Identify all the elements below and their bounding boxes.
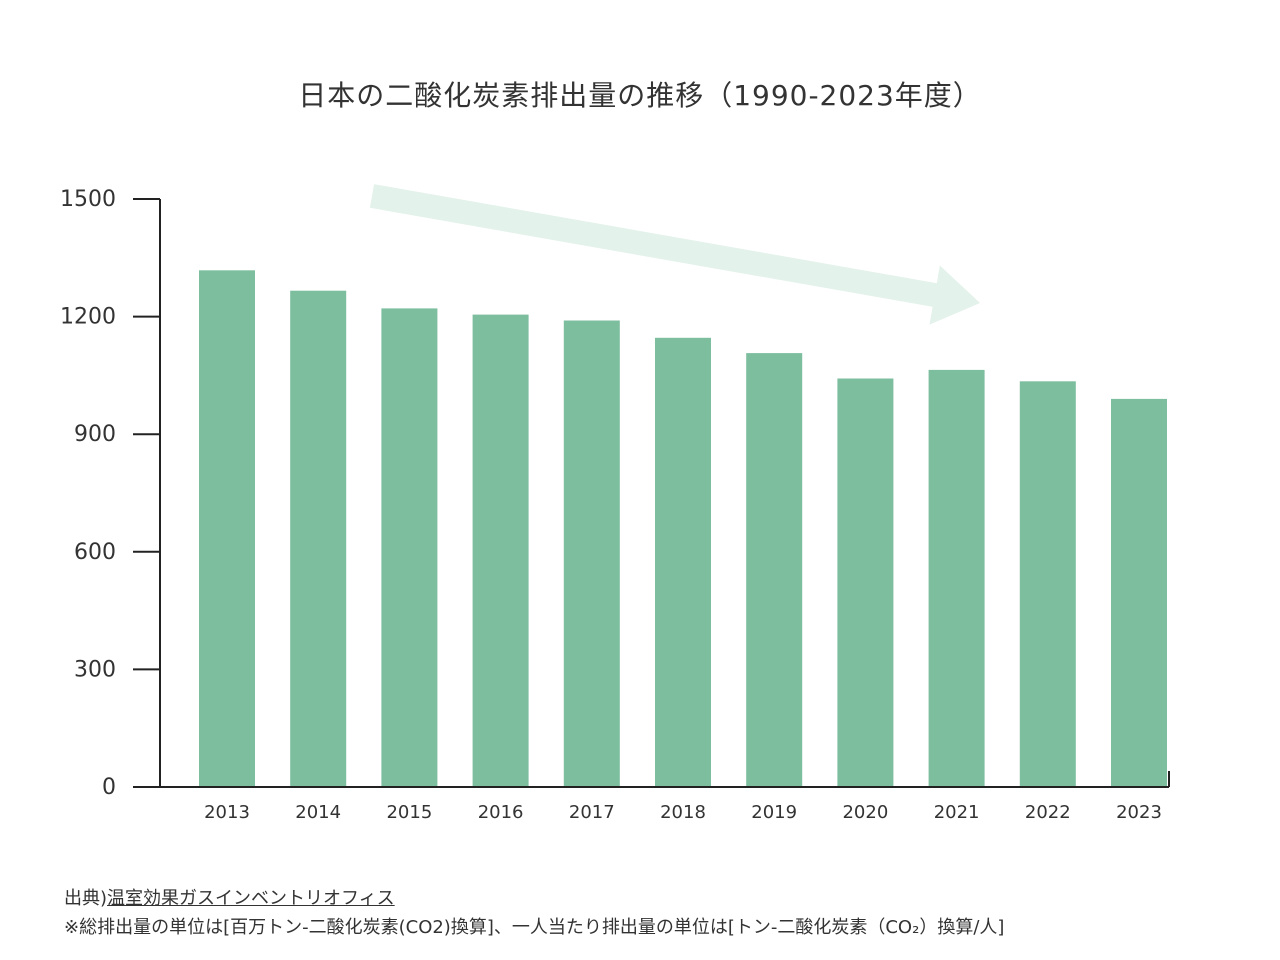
x-tick-label: 2015: [386, 802, 432, 823]
bar-2018: [655, 337, 711, 787]
bar-2017: [563, 320, 620, 787]
x-tick-label: 2013: [204, 802, 250, 823]
bar-2022: [1019, 381, 1076, 787]
x-tick-label: 2019: [751, 802, 797, 823]
bar-2019: [746, 353, 803, 787]
bar-2023: [1111, 398, 1167, 787]
y-tick-label: 0: [102, 775, 116, 800]
source-prefix: 出典): [64, 888, 108, 909]
trend-arrow: [369, 184, 980, 325]
x-tick-label: 2017: [569, 802, 615, 823]
unit-note: ※総排出量の単位は[百万トン-二酸化炭素(CO2)換算]、一人当たり排出量の単位…: [64, 917, 1005, 938]
trend-arrow-shape: [369, 184, 980, 325]
x-tick-label: 2014: [295, 802, 341, 823]
y-tick-label: 1200: [60, 305, 116, 330]
x-tick-label: 2020: [842, 802, 888, 823]
source-link[interactable]: 温室効果ガスインベントリオフィス: [107, 888, 395, 909]
y-tick-label: 300: [74, 657, 116, 682]
y-axis-ticks: 0 300 600 900 1200 1500: [60, 187, 160, 800]
x-tick-label: 2022: [1025, 802, 1071, 823]
bar-2021: [928, 369, 985, 787]
x-axis-labels: 2013 2014 2015 2016 2017 2018 2019 2020 2021 2022…: [204, 802, 1162, 823]
bar-2015: [381, 308, 438, 787]
x-tick-label: 2023: [1116, 802, 1162, 823]
bar-2016: [472, 314, 529, 787]
y-tick-label: 1500: [60, 187, 116, 212]
axes: [133, 199, 1170, 788]
source-line: 出典)温室効果ガスインベントリオフィス: [64, 884, 395, 910]
y-tick-label: 900: [74, 422, 116, 447]
bar-2013: [199, 270, 255, 787]
y-tick-label: 600: [74, 540, 116, 565]
x-tick-label: 2021: [934, 802, 980, 823]
chart-title: 日本の二酸化炭素排出量の推移（1990-2023年度）: [298, 79, 982, 112]
bar-2020: [837, 378, 894, 787]
x-tick-label: 2016: [478, 802, 524, 823]
bars: [199, 270, 1167, 787]
x-tick-label: 2018: [660, 802, 706, 823]
bar-2014: [290, 290, 347, 787]
